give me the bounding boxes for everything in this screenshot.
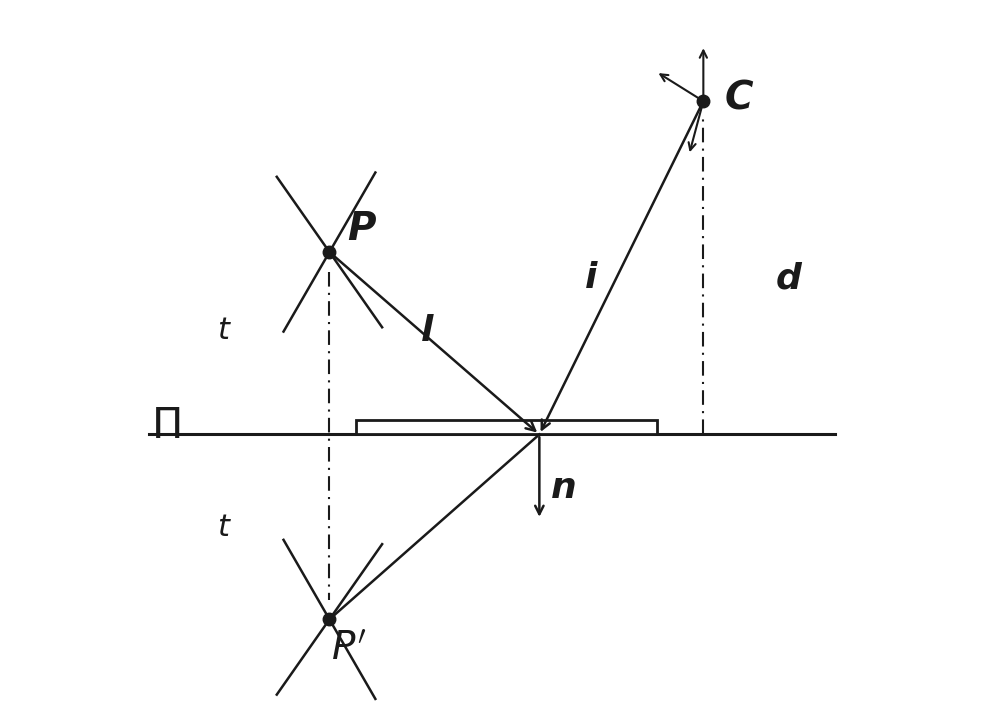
Bar [356,420,657,434]
Text: $\boldsymbol{C}$: $\boldsymbol{C}$ [724,79,755,117]
Text: $\boldsymbol{i}$: $\boldsymbol{i}$ [584,261,599,296]
Text: $\boldsymbol{n}$: $\boldsymbol{n}$ [550,471,575,506]
Text: $t$: $t$ [217,316,232,346]
Text: $\boldsymbol{P'}$: $\boldsymbol{P'}$ [331,630,367,668]
Text: $\boldsymbol{P}$: $\boldsymbol{P}$ [347,210,377,248]
Text: $\boldsymbol{l}$: $\boldsymbol{l}$ [420,313,435,348]
Text: $\Pi$: $\Pi$ [151,405,180,447]
Text: $t$: $t$ [217,513,232,542]
Text: $\boldsymbol{d}$: $\boldsymbol{d}$ [775,261,803,296]
